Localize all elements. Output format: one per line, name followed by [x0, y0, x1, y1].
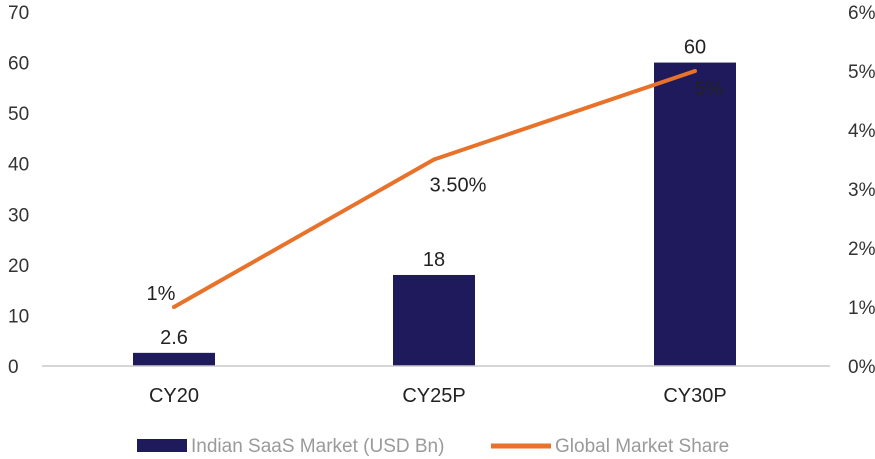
left-tick-label: 30	[8, 205, 29, 226]
bar	[133, 352, 215, 366]
right-tick-label: 2%	[848, 239, 875, 260]
bar-value-label: 2.6	[160, 327, 188, 349]
right-tick-label: 3%	[848, 180, 875, 201]
legend: Indian SaaS Market (USD Bn) Global Market…	[137, 436, 729, 457]
right-tick-label: 6%	[848, 3, 875, 24]
category-label: CY25P	[402, 385, 465, 407]
category-label: CY30P	[663, 385, 726, 407]
line-point	[432, 157, 436, 162]
left-tick-label: 60	[8, 54, 29, 75]
right-tick-label: 5%	[848, 62, 875, 83]
left-tick-label: 0	[8, 357, 19, 378]
category-label: CY20	[149, 385, 199, 407]
right-tick-label: 1%	[848, 298, 875, 319]
line-value-label: 5%	[695, 78, 724, 100]
legend-label-line: Global Market Share	[555, 436, 729, 457]
left-tick-label: 70	[8, 3, 29, 24]
right-tick-label: 0%	[848, 357, 875, 378]
left-tick-label: 40	[8, 155, 29, 176]
line-point	[693, 69, 697, 73]
right-axis-ticks: 0% 1% 2% 3% 4% 5% 6%	[848, 3, 875, 378]
left-tick-label: 20	[8, 256, 29, 277]
bar	[654, 62, 736, 366]
category-labels: CY20 CY25P CY30P	[149, 385, 727, 407]
left-tick-label: 50	[8, 104, 29, 125]
bar-value-label: 60	[684, 37, 706, 59]
line-series: 1% 3.50% 5%	[147, 69, 724, 309]
bar	[393, 274, 475, 366]
line-point	[172, 305, 176, 309]
right-tick-label: 4%	[848, 121, 875, 142]
left-axis-ticks: 0 10 20 30 40 50 60 70	[8, 3, 29, 378]
legend-swatch-bar	[137, 439, 187, 452]
line-value-label: 3.50%	[430, 175, 487, 197]
bar-series: 2.6 18 60	[133, 37, 736, 366]
legend-label-bar: Indian SaaS Market (USD Bn)	[191, 436, 444, 457]
left-tick-label: 10	[8, 306, 29, 327]
line-value-label: 1%	[147, 283, 176, 305]
bar-value-label: 18	[423, 249, 445, 271]
